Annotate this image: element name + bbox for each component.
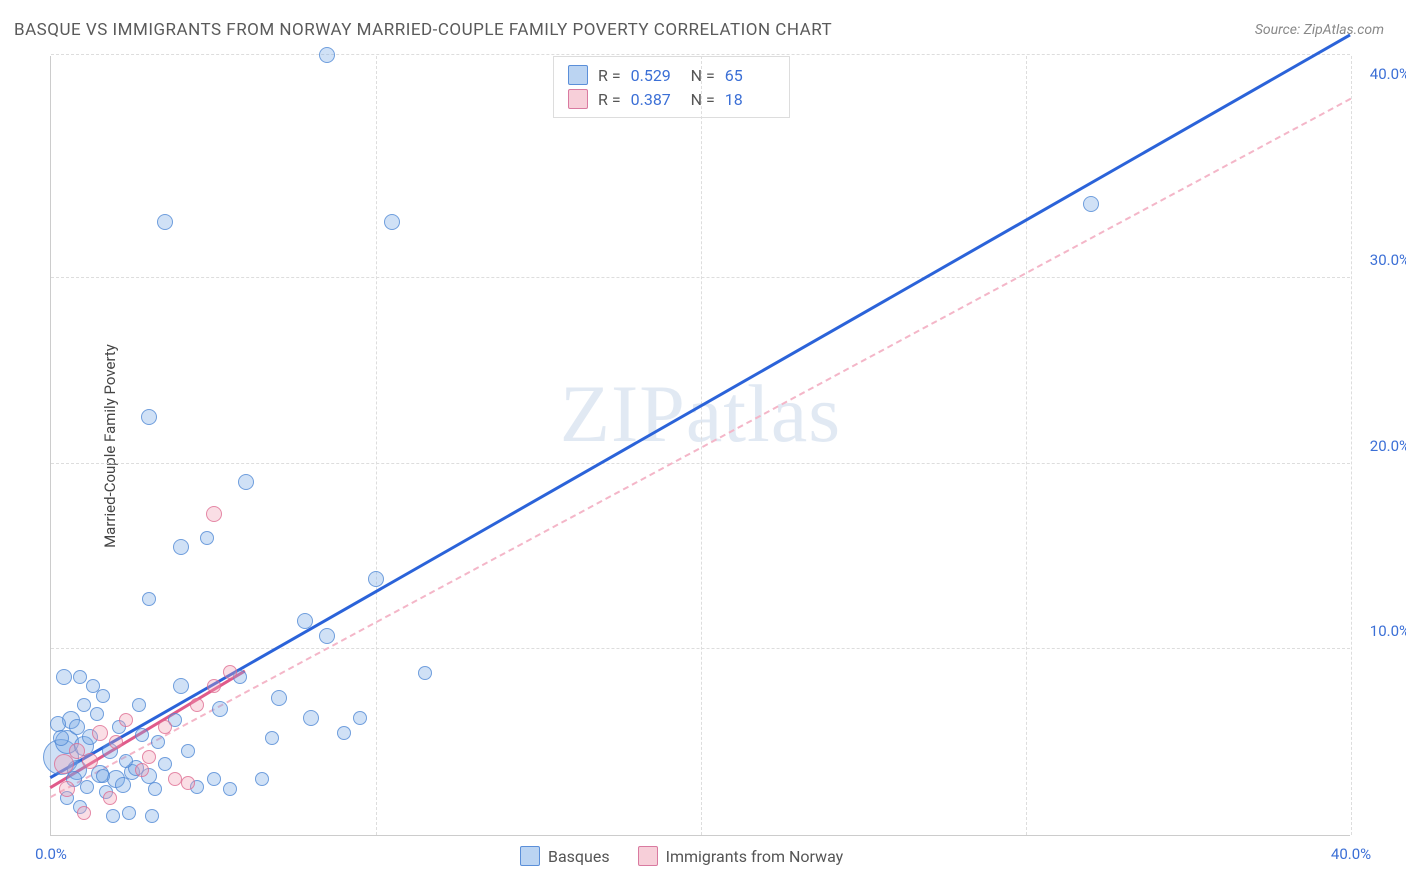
data-point [158,720,172,734]
data-point [238,474,254,490]
legend-swatch [638,846,658,866]
data-point [145,809,159,823]
data-point [368,571,384,587]
y-tick-label: 10.0% [1370,622,1406,640]
legend-r-value: 0.387 [631,90,681,109]
data-point [141,409,157,425]
data-point [207,772,221,786]
legend-item-label: Basques [548,847,610,866]
data-point [96,689,110,703]
data-point [181,776,195,790]
data-point [223,665,237,679]
data-point [206,506,222,522]
data-point [353,711,367,725]
data-point [103,791,117,805]
legend-item: Basques [520,846,610,866]
legend-item-label: Immigrants from Norway [666,847,844,866]
data-point [77,806,91,820]
data-point [92,725,108,741]
data-point [142,750,156,764]
data-point [303,710,319,726]
legend-series: Basques Immigrants from Norway [520,846,843,866]
legend-row: R = 0.387 N = 18 [568,87,775,111]
data-point [223,782,237,796]
data-point [337,726,351,740]
data-point [115,777,131,793]
legend-item: Immigrants from Norway [638,846,844,866]
y-tick-label: 30.0% [1370,251,1406,269]
data-point [181,744,195,758]
data-point [173,678,189,694]
legend-n-value: 18 [725,90,775,109]
data-point [53,730,69,746]
source-attribution: Source: ZipAtlas.com [1255,22,1384,38]
data-point [132,698,146,712]
data-point [168,772,182,786]
chart-area: Married-Couple Family Poverty ZIPatlas R… [50,56,1350,836]
legend-n-value: 65 [725,66,775,85]
data-point [142,592,156,606]
data-point [135,728,149,742]
legend-n-label: N = [691,90,715,109]
gridline-vertical [376,56,377,835]
gridline-vertical [1026,56,1027,835]
data-point [119,754,133,768]
data-point [265,731,279,745]
data-point [122,806,136,820]
legend-row: R = 0.529 N = 65 [568,63,775,87]
data-point [109,735,123,749]
data-point [173,539,189,555]
data-point [200,531,214,545]
data-point [90,707,104,721]
data-point [106,809,120,823]
data-point [418,666,432,680]
gridline-horizontal [51,54,1350,55]
data-point [148,782,162,796]
legend-r-label: R = [598,66,621,85]
data-point [96,769,110,783]
data-point [212,701,228,717]
data-point [59,781,75,797]
x-tick-label: 40.0% [1331,845,1371,863]
data-point [190,698,204,712]
data-point [319,47,335,63]
legend-r-value: 0.529 [631,66,681,85]
data-point [151,735,165,749]
data-point [50,716,66,732]
data-point [77,698,91,712]
legend-r-label: R = [598,90,621,109]
y-tick-label: 40.0% [1370,65,1406,83]
legend-correlation: R = 0.529 N = 65 R = 0.387 N = 18 [553,56,790,118]
data-point [82,753,98,769]
data-point [56,669,72,685]
data-point [207,679,221,693]
x-tick-label: 0.0% [35,845,67,863]
data-point [119,713,133,727]
legend-swatch [568,89,588,109]
legend-swatch [520,846,540,866]
data-point [1083,196,1099,212]
y-tick-label: 20.0% [1370,437,1406,455]
gridline-vertical [1351,56,1352,835]
legend-n-label: N = [691,66,715,85]
data-point [297,613,313,629]
data-point [384,214,400,230]
data-point [69,719,85,735]
data-point [73,670,87,684]
data-point [319,628,335,644]
legend-swatch [568,65,588,85]
data-point [271,690,287,706]
data-point [255,772,269,786]
data-point [80,780,94,794]
data-point [157,214,173,230]
data-point [135,763,149,777]
plot-area: ZIPatlas R =0.529N =65R =0.387N =18 10.0… [50,56,1350,836]
chart-title: BASQUE VS IMMIGRANTS FROM NORWAY MARRIED… [14,20,832,40]
data-point [158,757,172,771]
